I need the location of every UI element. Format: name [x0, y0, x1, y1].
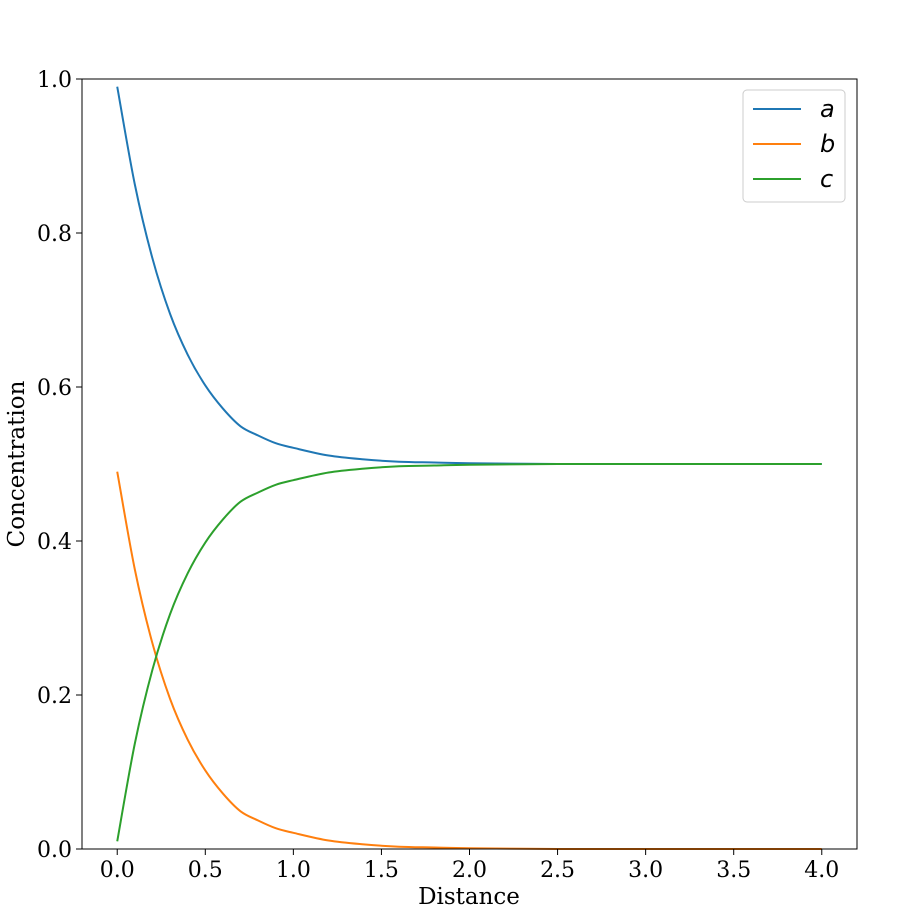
y-tick-label: 0.4	[37, 530, 72, 555]
y-tick-label: 0.0	[37, 838, 72, 863]
y-tick-label: 0.2	[37, 684, 72, 709]
series-line-a	[116, 86, 822, 466]
series-lines	[116, 86, 822, 851]
legend: a b c	[742, 89, 846, 203]
x-tick-label: 2.5	[540, 858, 575, 883]
series-line-c	[116, 462, 822, 842]
legend-box	[742, 89, 846, 203]
y-tick-label: 0.6	[37, 376, 72, 401]
x-tick-label: 3.5	[716, 858, 751, 883]
x-tick-label: 1.0	[276, 858, 311, 883]
x-axis-label: Distance	[418, 884, 520, 910]
y-axis-label: Concentration	[4, 380, 30, 547]
x-tick-label: 3.0	[628, 858, 663, 883]
x-tick-label: 1.5	[364, 858, 399, 883]
x-tick-label: 0.5	[188, 858, 223, 883]
x-axis-ticks: 0.0 0.5 1.0 1.5 2.0 2.5 3.0 3.5 4.0	[100, 849, 839, 883]
series-line-b	[116, 471, 822, 851]
y-tick-label: 1.0	[37, 68, 72, 93]
legend-label-b: b	[820, 130, 835, 158]
y-axis-ticks: 0.0 0.2 0.4 0.6 0.8 1.0	[37, 68, 82, 863]
legend-label-c: c	[820, 165, 833, 193]
y-tick-label: 0.8	[37, 222, 72, 247]
x-tick-label: 0.0	[100, 858, 135, 883]
x-tick-label: 4.0	[804, 858, 839, 883]
x-tick-label: 2.0	[452, 858, 487, 883]
legend-label-a: a	[820, 95, 835, 123]
